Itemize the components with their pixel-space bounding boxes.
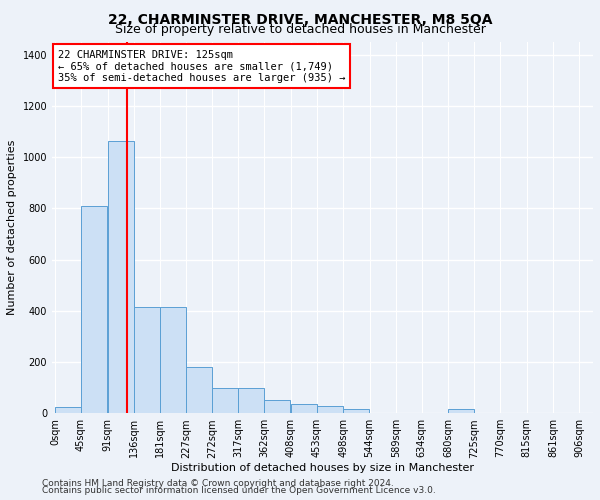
Bar bbox=[291, 404, 317, 413]
Bar bbox=[238, 388, 265, 413]
Text: 22 CHARMINSTER DRIVE: 125sqm
← 65% of detached houses are smaller (1,749)
35% of: 22 CHARMINSTER DRIVE: 125sqm ← 65% of de… bbox=[58, 50, 345, 83]
Bar bbox=[448, 410, 475, 413]
Bar bbox=[134, 307, 160, 413]
Bar bbox=[212, 388, 238, 413]
Bar bbox=[186, 366, 212, 413]
Text: 22, CHARMINSTER DRIVE, MANCHESTER, M8 5QA: 22, CHARMINSTER DRIVE, MANCHESTER, M8 5Q… bbox=[108, 12, 492, 26]
Bar bbox=[55, 406, 81, 413]
Bar bbox=[265, 400, 290, 413]
X-axis label: Distribution of detached houses by size in Manchester: Distribution of detached houses by size … bbox=[171, 463, 474, 473]
Bar bbox=[343, 410, 369, 413]
Bar bbox=[317, 406, 343, 413]
Text: Contains HM Land Registry data © Crown copyright and database right 2024.: Contains HM Land Registry data © Crown c… bbox=[42, 478, 394, 488]
Bar bbox=[107, 140, 134, 413]
Text: Size of property relative to detached houses in Manchester: Size of property relative to detached ho… bbox=[115, 22, 485, 36]
Bar bbox=[160, 307, 185, 413]
Y-axis label: Number of detached properties: Number of detached properties bbox=[7, 140, 17, 315]
Text: Contains public sector information licensed under the Open Government Licence v3: Contains public sector information licen… bbox=[42, 486, 436, 495]
Bar bbox=[81, 206, 107, 413]
